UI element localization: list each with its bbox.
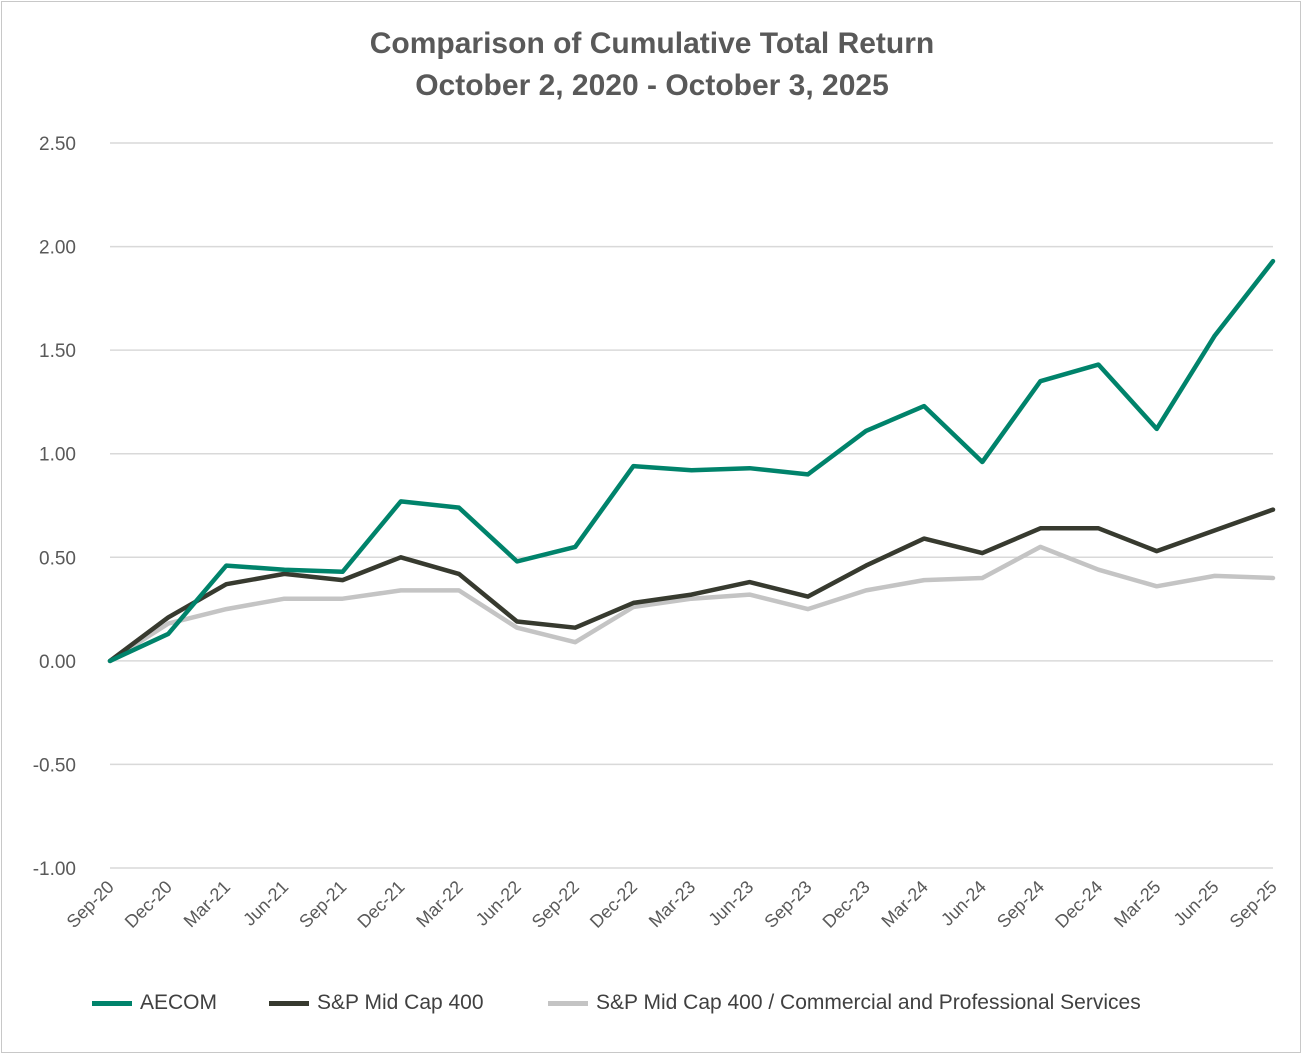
series-lines bbox=[107, 258, 1276, 664]
x-tick-label: Sep-21 bbox=[295, 877, 350, 932]
y-tick-label: 0.50 bbox=[39, 548, 76, 569]
x-tick-label: Dec-21 bbox=[353, 877, 408, 932]
y-tick-label: -0.50 bbox=[33, 755, 76, 776]
chart-subtitle: October 2, 2020 - October 3, 2025 bbox=[415, 69, 889, 102]
x-tick-label: Mar-24 bbox=[877, 877, 931, 931]
legend-item: S&P Mid Cap 400 bbox=[269, 988, 484, 1018]
legend-swatch bbox=[92, 1000, 132, 1006]
x-tick-label: Mar-22 bbox=[412, 877, 466, 931]
legend-label: S&P Mid Cap 400 / Commercial and Profess… bbox=[596, 991, 1141, 1014]
x-tick-label: Sep-25 bbox=[1226, 877, 1281, 932]
y-tick-label: 2.50 bbox=[39, 134, 76, 155]
x-tick-label: Dec-22 bbox=[586, 877, 641, 932]
chart-title: Comparison of Cumulative Total Return bbox=[369, 27, 935, 60]
legend-item: AECOM bbox=[92, 988, 217, 1018]
y-tick-label: 1.50 bbox=[39, 341, 76, 362]
x-axis-ticks: Sep-20 Dec-20 Mar-21 Jun-21 Sep-21 Dec-21 Mar-… bbox=[63, 877, 1281, 932]
legend-swatch bbox=[269, 1000, 309, 1006]
y-tick-label: -1.00 bbox=[33, 859, 76, 880]
x-tick-label: Mar-21 bbox=[180, 877, 234, 931]
series-line-aecom bbox=[107, 258, 1276, 664]
y-tick-label: 2.00 bbox=[39, 238, 76, 259]
y-tick-label: 1.00 bbox=[39, 445, 76, 466]
x-tick-label: Sep-23 bbox=[760, 877, 815, 932]
x-tick-label: Dec-23 bbox=[819, 877, 874, 932]
legend-label: AECOM bbox=[140, 991, 218, 1014]
x-tick-label: Jun-24 bbox=[937, 877, 990, 930]
x-tick-label: Dec-20 bbox=[121, 877, 176, 932]
legend-swatch bbox=[548, 1000, 588, 1006]
x-tick-label: Jun-22 bbox=[472, 877, 525, 930]
y-tick-label: 0.00 bbox=[39, 652, 76, 673]
x-tick-label: Mar-23 bbox=[645, 877, 699, 931]
x-tick-label: Sep-22 bbox=[528, 877, 583, 932]
x-tick-label: Sep-24 bbox=[993, 877, 1048, 932]
x-tick-label: Mar-25 bbox=[1110, 877, 1164, 931]
legend-item: S&P Mid Cap 400 / Commercial and Profess… bbox=[548, 988, 1141, 1018]
series-line-s-p-mid-cap-400-commercial-and-professional-services bbox=[107, 544, 1276, 664]
legend: AECOM S&P Mid Cap 400 S&P Mid Cap 400 / Co… bbox=[0, 988, 1304, 1018]
x-tick-label: Jun-25 bbox=[1170, 877, 1223, 930]
x-tick-label: Dec-24 bbox=[1051, 877, 1106, 932]
y-axis-ticks: 2.50 2.00 1.50 1.00 0.50 0.00 -0.50 -1.00 bbox=[33, 134, 76, 880]
gridlines bbox=[110, 142, 1273, 869]
x-tick-label: Sep-20 bbox=[63, 877, 118, 932]
series-line-s-p-mid-cap-400 bbox=[107, 507, 1276, 664]
x-tick-label: Jun-21 bbox=[239, 877, 292, 930]
x-tick-label: Jun-23 bbox=[704, 877, 757, 930]
legend-label: S&P Mid Cap 400 bbox=[317, 991, 484, 1014]
